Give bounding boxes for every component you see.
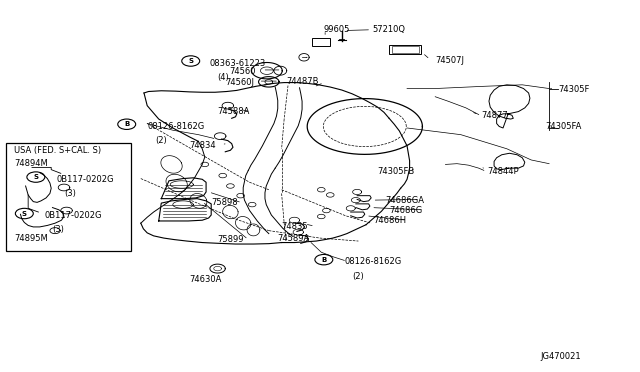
- Text: 74507J: 74507J: [435, 56, 464, 65]
- Text: 74877: 74877: [481, 111, 508, 120]
- Bar: [312, 38, 330, 46]
- Text: S: S: [22, 211, 27, 217]
- Text: 74894M: 74894M: [14, 159, 48, 168]
- Text: 74487B: 74487B: [287, 77, 319, 86]
- Text: (2): (2): [352, 272, 364, 280]
- Text: 74834: 74834: [189, 141, 216, 150]
- Text: JG470021: JG470021: [540, 352, 580, 361]
- Text: 08126-8162G: 08126-8162G: [147, 122, 204, 131]
- Text: 0B117-0202G: 0B117-0202G: [45, 211, 102, 220]
- Text: (3): (3): [64, 189, 76, 198]
- Text: 74686GA: 74686GA: [385, 196, 424, 205]
- Text: (2): (2): [155, 136, 166, 145]
- Text: 74305FA: 74305FA: [545, 122, 582, 131]
- Text: B: B: [124, 121, 129, 127]
- Text: 74305FB: 74305FB: [378, 167, 415, 176]
- Text: 75898: 75898: [211, 198, 238, 207]
- Text: 74686G: 74686G: [389, 206, 422, 215]
- Text: 08126-8162G: 08126-8162G: [344, 257, 401, 266]
- Text: 74686H: 74686H: [374, 217, 407, 225]
- Text: USA (FED. S+CAL. S): USA (FED. S+CAL. S): [14, 146, 101, 155]
- Text: 74588A: 74588A: [218, 107, 250, 116]
- Text: 74560: 74560: [229, 67, 255, 76]
- Text: 74630A: 74630A: [189, 275, 222, 283]
- Text: 99605: 99605: [323, 25, 349, 34]
- Text: 74895M: 74895M: [14, 234, 48, 243]
- Text: 74589A: 74589A: [278, 234, 310, 243]
- Text: 08363-61223: 08363-61223: [210, 59, 266, 68]
- Text: (4): (4): [218, 73, 229, 82]
- Bar: [389, 45, 421, 54]
- Bar: [392, 46, 419, 53]
- Text: 74844P: 74844P: [488, 167, 519, 176]
- Text: S: S: [33, 174, 38, 180]
- Text: S: S: [188, 58, 193, 64]
- Text: 57210Q: 57210Q: [372, 25, 406, 34]
- Text: 74560J: 74560J: [225, 78, 254, 87]
- Text: B: B: [321, 257, 326, 263]
- Text: 74305F: 74305F: [558, 85, 589, 94]
- Text: 74835: 74835: [282, 222, 308, 231]
- Text: 75899: 75899: [218, 235, 244, 244]
- Text: 0B117-0202G: 0B117-0202G: [56, 175, 114, 184]
- Bar: [6, 143, 131, 251]
- Text: (3): (3): [52, 225, 65, 234]
